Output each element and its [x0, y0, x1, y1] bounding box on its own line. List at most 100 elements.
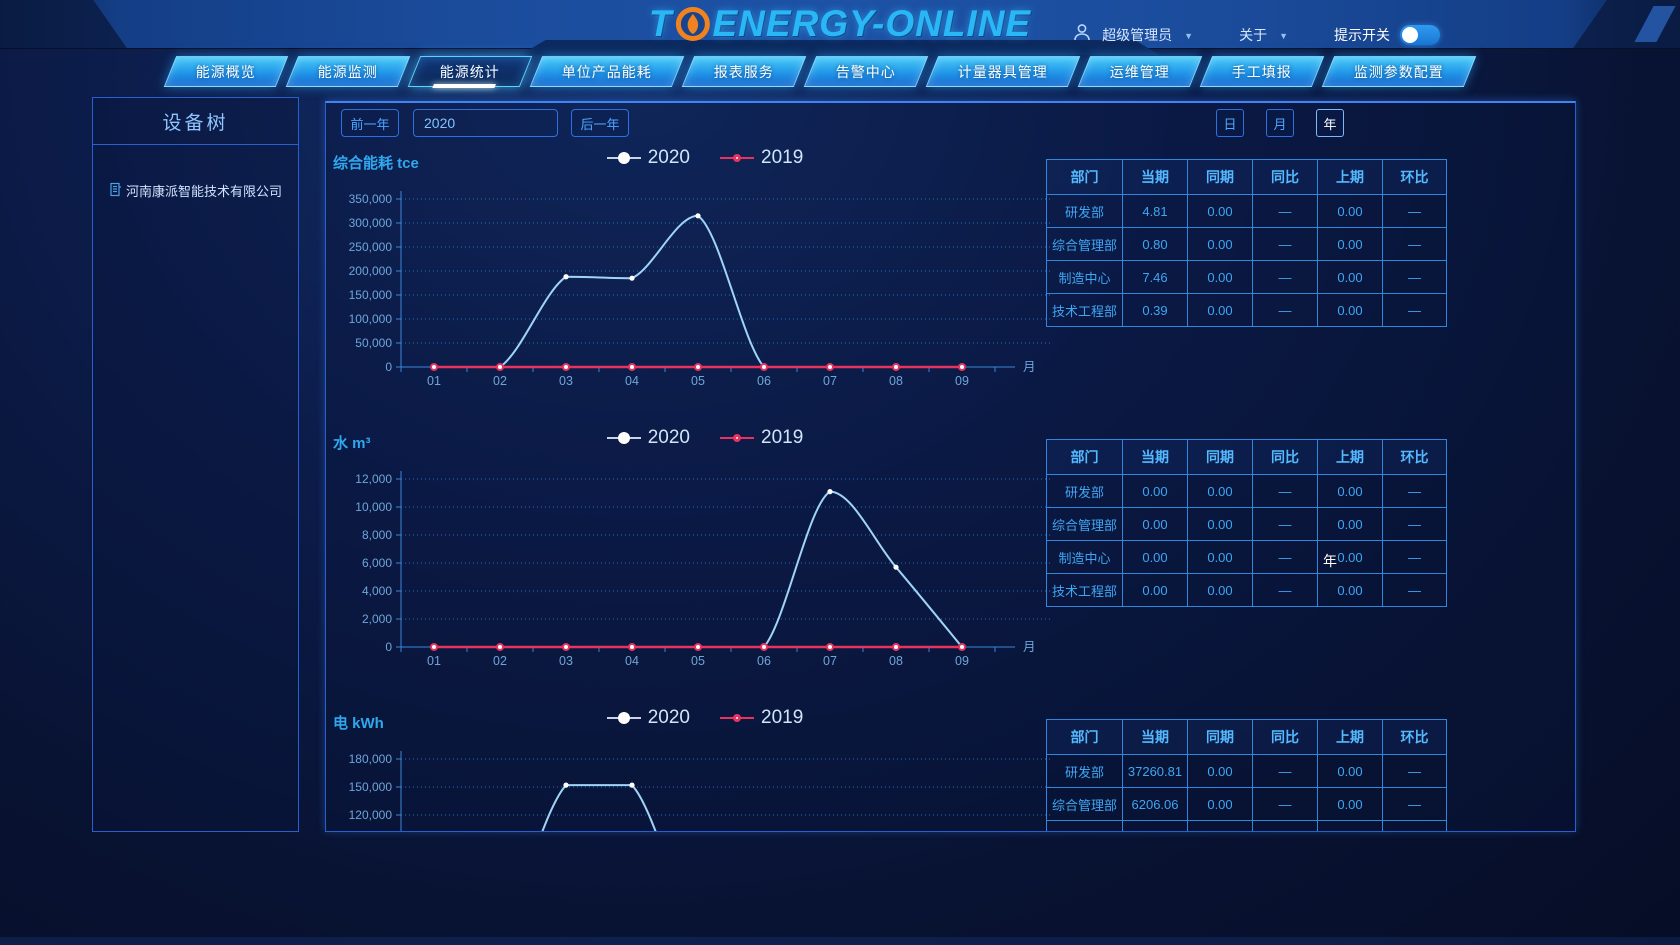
table-header-cell: 当期 — [1122, 719, 1188, 755]
legend-item-2020[interactable]: 2020 — [606, 427, 690, 449]
table-header-cell: 当期 — [1122, 439, 1188, 475]
nav-tab-label: 能源监测 — [318, 63, 378, 80]
table-cell: — — [1382, 540, 1447, 574]
legend-item-2019[interactable]: 2019 — [720, 427, 803, 449]
table-cell: 0.00 — [1317, 260, 1383, 294]
tip-switch-toggle[interactable] — [1400, 24, 1440, 45]
legend-marker-icon — [720, 714, 754, 722]
table-cell: 0.00 — [1317, 474, 1383, 508]
svg-text:05: 05 — [691, 374, 705, 388]
table-cell: 0.00 — [1317, 293, 1383, 327]
user-menu[interactable]: 超级管理员 — [1102, 26, 1173, 43]
line-chart-canvas[interactable]: 0 50,000 100,000 150,000 200,000 250,000 300,0… — [331, 173, 1053, 425]
table-cell: 0.00 — [1317, 573, 1383, 607]
table-cell: 制造中心 — [1046, 820, 1123, 831]
svg-text:0: 0 — [385, 640, 392, 654]
range-button-年[interactable]: 年 — [1316, 109, 1344, 137]
table-cell: 0.00 — [1317, 227, 1383, 261]
nav-tab-2[interactable]: 能源监测 — [285, 56, 411, 87]
footer-strip — [0, 937, 1680, 945]
table-cell: — — [1252, 260, 1318, 294]
legend-marker-icon — [606, 152, 641, 164]
legend-marker-icon — [606, 712, 641, 724]
next-year-button[interactable]: 后一年 — [571, 109, 629, 137]
range-button-日[interactable]: 日 — [1216, 109, 1244, 137]
legend-item-2020[interactable]: 2020 — [606, 707, 690, 729]
legend-item-2019[interactable]: 2019 — [720, 147, 803, 169]
table-cell: 技术工程部 — [1046, 293, 1123, 327]
table-header-cell: 上期 — [1317, 439, 1383, 475]
table-cell: — — [1382, 820, 1447, 831]
table-cell: 4.81 — [1122, 194, 1188, 228]
table-cell: — — [1252, 573, 1318, 607]
svg-text:300,000: 300,000 — [349, 216, 393, 230]
chart-legend: 2020 2019 — [331, 427, 1043, 449]
user-icon — [1072, 22, 1092, 47]
svg-text:01: 01 — [427, 654, 441, 668]
table-cell: 0.00 — [1187, 194, 1253, 228]
year-input[interactable] — [413, 109, 558, 137]
caret-down-icon[interactable]: ▼ — [1184, 30, 1194, 41]
table-row: 综合管理部 0.80 0.00—0.00— — [1046, 227, 1447, 261]
nav-tab-9[interactable]: 手工填报 — [1199, 56, 1325, 87]
table-cell: 0.00 — [1187, 787, 1253, 821]
table-cell: 0.00 — [1187, 573, 1253, 607]
nav-tab-6[interactable]: 告警中心 — [803, 56, 929, 87]
range-button-月[interactable]: 月 — [1266, 109, 1294, 137]
table-header-cell: 当期 — [1122, 159, 1188, 195]
prev-year-button[interactable]: 前一年 — [341, 109, 399, 137]
svg-text:100,000: 100,000 — [349, 312, 393, 326]
table-cell: — — [1382, 787, 1447, 821]
table-cell: — — [1382, 754, 1447, 788]
nav-tab-label: 能源统计 — [440, 63, 500, 80]
stats-table-2: 部门 当期 同期 同比 上期 环比 研发部 0.00 0.00—0.00— 综合管理部 0.00 0.… — [1046, 439, 1447, 607]
table-cell: — — [1382, 293, 1447, 327]
nav-tab-label: 报表服务 — [714, 63, 774, 80]
chart-title: 电 kWh — [333, 715, 384, 732]
svg-text:06: 06 — [757, 374, 771, 388]
nav-tab-3[interactable]: 能源统计 — [407, 56, 533, 88]
line-chart-canvas[interactable]: 0 2,000 4,000 6,000 8,000 10,000 12,000 01 02 03 0… — [331, 453, 1053, 705]
svg-text:0: 0 — [385, 360, 392, 374]
legend-marker-icon — [720, 434, 754, 442]
svg-text:03: 03 — [559, 374, 573, 388]
svg-text:200,000: 200,000 — [349, 264, 393, 278]
app-logo: T ENERGY-ONLINE — [649, 3, 1031, 45]
table-cell: — — [1382, 227, 1447, 261]
table-cell: — — [1252, 474, 1318, 508]
nav-tab-1[interactable]: 能源概览 — [163, 56, 289, 87]
line-chart-canvas[interactable]: 030,00060,00090,000120,000150,000180,000… — [331, 733, 1053, 832]
table-row: 综合管理部 6206.06 0.00—0.00— — [1046, 787, 1447, 821]
table-header-cell: 部门 — [1046, 159, 1123, 195]
tip-switch-label: 提示开关 — [1334, 26, 1390, 43]
svg-text:09: 09 — [955, 374, 969, 388]
table-header-cell: 环比 — [1382, 719, 1447, 755]
table-cell: — — [1252, 507, 1318, 541]
table-cell: — — [1382, 474, 1447, 508]
table-cell: 研发部 — [1046, 474, 1123, 508]
table-cell: 0.00 — [1317, 787, 1383, 821]
nav-tab-5[interactable]: 报表服务 — [681, 56, 807, 87]
nav-tab-8[interactable]: 运维管理 — [1077, 56, 1203, 87]
tree-item-company[interactable]: 河南康派智能技术有限公司 — [93, 181, 298, 200]
legend-item-2019[interactable]: 2019 — [720, 707, 803, 729]
nav-tab-4[interactable]: 单位产品能耗 — [529, 56, 685, 87]
table-cell: — — [1252, 540, 1318, 574]
toggle-knob — [1402, 26, 1418, 43]
svg-text:08: 08 — [889, 374, 903, 388]
table-cell: — — [1382, 573, 1447, 607]
table-cell: 综合管理部 — [1046, 787, 1123, 821]
nav-tab-10[interactable]: 监测参数配置 — [1321, 56, 1477, 87]
table-cell: 0.00 — [1317, 754, 1383, 788]
main-nav: 能源概览 能源监测 能源统计 单位产品能耗 报表服务 告警中心 计量器具管理 运维管理 手工填报… — [163, 56, 1477, 88]
tree-item-label: 河南康派智能技术有限公司 — [125, 184, 282, 199]
caret-down-icon[interactable]: ▼ — [1279, 30, 1288, 41]
table-cell: 0.00 — [1122, 507, 1188, 541]
nav-tab-7[interactable]: 计量器具管理 — [925, 56, 1081, 87]
legend-item-2020[interactable]: 2020 — [606, 147, 690, 169]
about-menu[interactable]: 关于 — [1239, 26, 1268, 43]
svg-text:250,000: 250,000 — [349, 240, 393, 254]
table-cell: 0.00 — [1187, 540, 1253, 574]
